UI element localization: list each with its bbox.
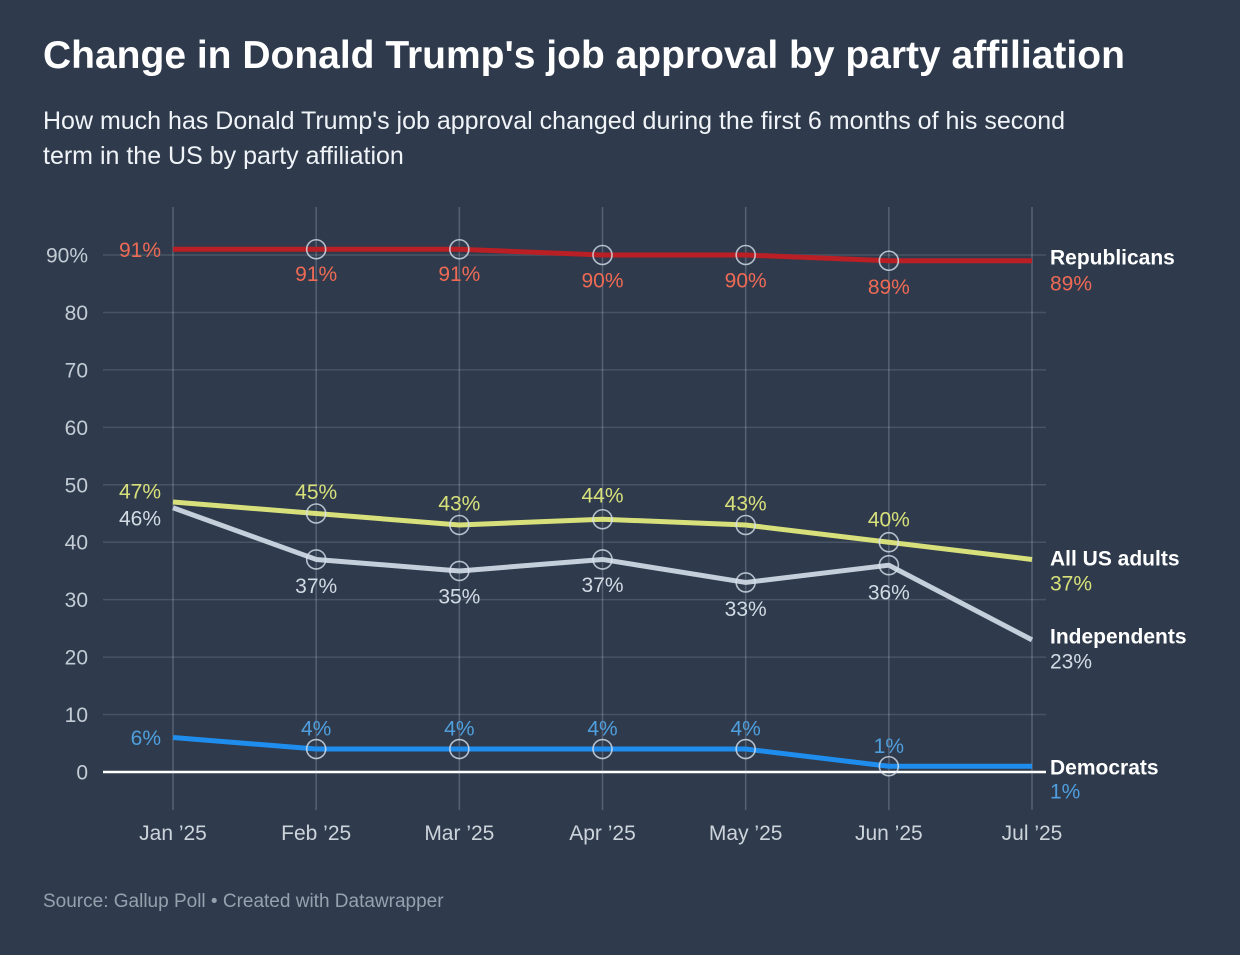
legend-name-democrats: Democrats bbox=[1050, 757, 1159, 780]
data-point-label: 6% bbox=[131, 727, 161, 750]
data-point-label: 33% bbox=[725, 598, 767, 621]
x-tick-label: Jan ’25 bbox=[139, 822, 207, 845]
data-point-label: 89% bbox=[868, 276, 910, 299]
data-point-marker bbox=[305, 503, 327, 524]
data-point-label: 4% bbox=[587, 718, 617, 741]
y-tick-label: 0 bbox=[76, 762, 88, 785]
legend-value-independents: 23% bbox=[1050, 651, 1092, 674]
y-tick-label: 10 bbox=[65, 704, 88, 727]
data-point-marker bbox=[592, 738, 613, 760]
y-tick-label: 80 bbox=[65, 302, 88, 325]
x-tick-label: Jul ’25 bbox=[1002, 822, 1063, 845]
x-tick-label: Apr ’25 bbox=[569, 822, 636, 845]
data-point-marker bbox=[449, 560, 470, 582]
data-point-label: 91% bbox=[438, 263, 480, 286]
series-line-independents bbox=[172, 505, 1034, 643]
data-point-label: 37% bbox=[581, 574, 623, 597]
data-point-marker bbox=[449, 514, 470, 536]
source-attribution: Source: Gallup Poll • Created with Dataw… bbox=[43, 891, 444, 912]
data-point-label: 45% bbox=[295, 481, 337, 504]
y-tick-label: 70 bbox=[65, 359, 88, 382]
legend-name-republicans: Republicans bbox=[1050, 247, 1175, 270]
legend-value-democrats: 1% bbox=[1050, 781, 1080, 804]
data-point-label: 4% bbox=[444, 718, 474, 741]
data-point-label: 43% bbox=[725, 492, 767, 515]
y-tick-label: 60 bbox=[65, 417, 88, 440]
data-point-marker bbox=[305, 738, 327, 760]
data-point-marker bbox=[878, 755, 900, 777]
series-line-republicans bbox=[173, 246, 1033, 264]
data-point-marker bbox=[592, 549, 613, 570]
subtitle-line-2: term in the US by party affiliation bbox=[43, 142, 404, 170]
legend-name-all-us-adults: All US adults bbox=[1050, 548, 1180, 571]
data-point-marker bbox=[305, 549, 327, 570]
x-tick-label: Mar ’25 bbox=[424, 822, 494, 845]
data-point-label: 4% bbox=[730, 718, 760, 741]
data-point-marker bbox=[592, 244, 613, 266]
y-tick-label: 50 bbox=[65, 474, 88, 497]
data-point-marker bbox=[305, 238, 327, 260]
data-point-marker bbox=[449, 238, 470, 260]
data-point-marker bbox=[878, 531, 900, 553]
data-point-marker bbox=[735, 514, 756, 536]
data-point-label: 36% bbox=[868, 582, 910, 605]
legend-value-all-us-adults: 37% bbox=[1050, 573, 1092, 596]
data-point-label: 90% bbox=[725, 270, 767, 293]
y-tick-label: 30 bbox=[65, 589, 88, 612]
data-point-label: 1% bbox=[874, 735, 904, 758]
data-point-marker bbox=[449, 738, 470, 760]
y-tick-label: 40 bbox=[65, 532, 88, 555]
data-point-label: 90% bbox=[581, 270, 623, 293]
data-point-label: 35% bbox=[438, 585, 480, 608]
page-title: Change in Donald Trump's job approval by… bbox=[43, 34, 1125, 77]
x-tick-label: Jun ’25 bbox=[855, 822, 923, 845]
data-point-label: 46% bbox=[119, 507, 161, 530]
chart-subtitle: How much has Donald Trump's job approval… bbox=[43, 104, 1213, 174]
data-point-label: 4% bbox=[301, 718, 331, 741]
data-point-label: 40% bbox=[868, 509, 910, 532]
data-point-label: 91% bbox=[295, 263, 337, 286]
legend-value-republicans: 89% bbox=[1050, 273, 1092, 296]
data-point-label: 37% bbox=[295, 575, 337, 598]
data-point-label: 44% bbox=[581, 485, 623, 508]
data-point-marker bbox=[735, 738, 756, 760]
data-point-label: 91% bbox=[119, 239, 161, 262]
data-point-marker bbox=[735, 244, 756, 266]
series-line-all-us-adults bbox=[172, 499, 1033, 562]
legend-name-independents: Independents bbox=[1050, 626, 1187, 649]
data-point-label: 43% bbox=[438, 492, 480, 515]
data-point-label: 47% bbox=[119, 481, 161, 504]
data-point-marker bbox=[878, 554, 900, 576]
subtitle-line-1: How much has Donald Trump's job approval… bbox=[43, 107, 1065, 135]
series-line-democrats bbox=[172, 735, 1033, 769]
x-tick-label: May ’25 bbox=[709, 822, 783, 845]
y-tick-label: 90% bbox=[46, 245, 88, 268]
data-point-marker bbox=[592, 508, 613, 530]
data-point-marker bbox=[878, 250, 900, 272]
data-point-marker bbox=[735, 572, 756, 593]
y-tick-label: 20 bbox=[65, 647, 88, 670]
x-tick-label: Feb ’25 bbox=[281, 822, 351, 845]
